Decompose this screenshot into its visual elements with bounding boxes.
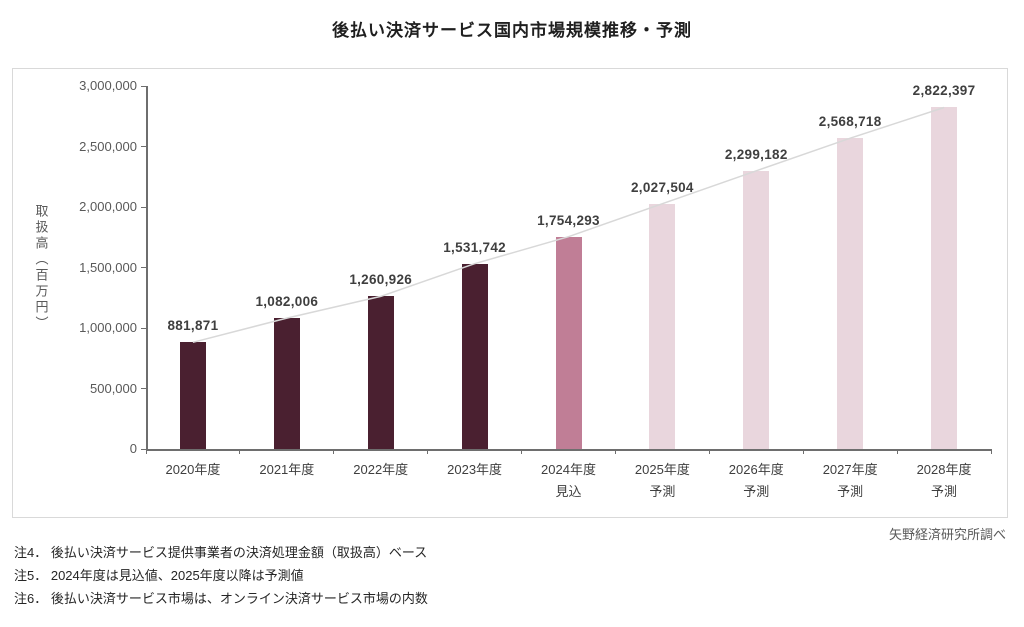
- x-axis-category-label: 2022年度: [334, 459, 428, 481]
- y-axis-tick-label: 3,000,000: [79, 78, 137, 93]
- x-axis-line: [146, 449, 992, 451]
- y-axis-tick: [141, 267, 146, 268]
- y-axis-tick-label: 1,500,000: [79, 259, 137, 275]
- x-axis-tick: [427, 449, 429, 454]
- x-label-year: 2028年度: [916, 462, 972, 477]
- x-label-qualifier: 予測: [931, 484, 958, 499]
- bar-value-label: 1,754,293: [537, 213, 600, 228]
- y-axis-tick: [141, 85, 146, 87]
- x-axis-tick: [614, 449, 616, 454]
- x-axis-tick: [145, 449, 147, 454]
- footnote-6: 注6． 後払い決済サービス市場は、オンライン決済サービス市場の内数: [14, 591, 428, 606]
- x-label-year: 2027年度: [822, 462, 878, 477]
- x-label-qualifier: 予測: [837, 484, 864, 499]
- bar-value-label: 2,299,182: [724, 147, 788, 162]
- y-axis-tick: [141, 327, 146, 329]
- y-axis-line: [146, 86, 148, 451]
- bar-2024年度: [555, 237, 582, 449]
- x-label-year: 2023年度: [447, 462, 503, 477]
- bar-2026年度: [743, 171, 770, 449]
- x-label-year: 2020年度: [165, 462, 221, 477]
- x-label-year: 2022年度: [353, 462, 409, 477]
- x-axis-tick: [896, 449, 898, 454]
- bar-value-label: 2,822,397: [912, 83, 976, 98]
- x-axis-category-label: 2026年度 予測: [709, 459, 803, 503]
- y-axis-tick-label: 1,000,000: [79, 320, 137, 335]
- bar-2025年度: [649, 204, 676, 449]
- x-axis-tick: [521, 449, 523, 454]
- bar-value-label: 1,531,742: [443, 240, 506, 255]
- y-axis-tick: [141, 146, 146, 147]
- y-axis-tick-label: 500,000: [90, 380, 137, 396]
- bar-value-label: 1,082,006: [255, 294, 319, 309]
- footnotes: 注4． 後払い決済サービス提供事業者の決済処理金額（取扱高）ベース 注5． 20…: [14, 541, 428, 610]
- x-axis-tick: [333, 449, 335, 454]
- x-label-qualifier: 見込: [555, 484, 582, 499]
- x-label-year: 2021年度: [259, 462, 315, 477]
- x-axis-category-label: 2025年度 予測: [615, 459, 709, 503]
- x-axis-category-label: 2024年度 見込: [522, 459, 616, 503]
- chart-title: 後払い決済サービス国内市場規模推移・予測: [332, 21, 692, 40]
- source-attribution: 矢野経済研究所調べ: [888, 527, 1006, 542]
- x-axis-category-label: 2021年度: [240, 459, 334, 481]
- footnote-5: 注5． 2024年度は見込値、2025年度以降は予測値: [14, 568, 304, 583]
- footnote-4: 注4． 後払い決済サービス提供事業者の決済処理金額（取扱高）ベース: [14, 545, 428, 560]
- x-label-qualifier: 予測: [743, 484, 770, 499]
- x-axis-tick: [708, 449, 710, 454]
- chart-plot-area: 取扱高（百万円） 0 500,000 1,000,000 1,500,000 2,000…: [12, 68, 1008, 518]
- x-label-qualifier: 予測: [649, 484, 676, 499]
- x-axis-tick: [802, 449, 804, 454]
- y-axis-tick: [141, 388, 146, 389]
- x-axis-tick: [990, 449, 992, 454]
- bar-value-label: 2,568,718: [818, 114, 882, 129]
- x-axis-category-label: 2028年度 予測: [897, 459, 991, 503]
- y-axis-label: 取扱高（百万円）: [33, 203, 49, 332]
- bar-2028年度: [931, 107, 958, 449]
- x-label-year: 2025年度: [634, 462, 690, 477]
- x-axis-tick: [239, 449, 241, 454]
- x-label-year: 2026年度: [728, 462, 784, 477]
- x-axis-category-label: 2023年度: [428, 459, 522, 481]
- x-axis-category-label: 2020年度: [146, 459, 240, 481]
- y-axis-tick: [141, 206, 146, 208]
- bar-2023年度: [461, 264, 488, 449]
- bar-value-label: 1,260,926: [349, 272, 413, 287]
- x-axis-category-label: 2027年度 予測: [803, 459, 897, 503]
- y-axis-tick-label: 2,000,000: [79, 199, 137, 214]
- bar-value-label: 2,027,504: [630, 180, 694, 195]
- y-axis-tick: [141, 448, 146, 450]
- bar-2027年度: [837, 138, 864, 449]
- x-label-year: 2024年度: [541, 462, 596, 477]
- y-axis-tick-label: 0: [129, 441, 137, 456]
- bar-2020年度: [179, 342, 206, 449]
- bar-2022年度: [367, 296, 394, 449]
- bar-2021年度: [273, 318, 300, 449]
- y-axis-tick-label: 2,500,000: [79, 138, 137, 154]
